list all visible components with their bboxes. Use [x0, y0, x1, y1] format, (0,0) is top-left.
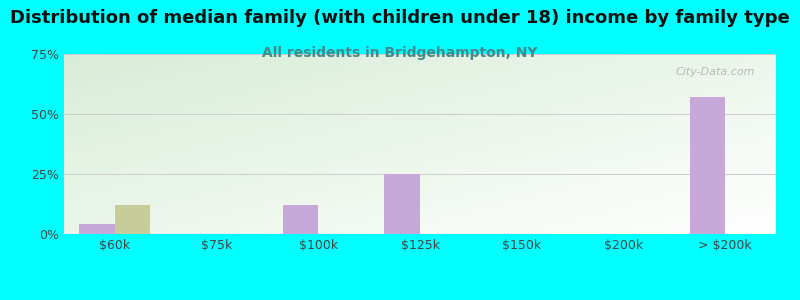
Text: All residents in Bridgehampton, NY: All residents in Bridgehampton, NY	[262, 46, 538, 61]
Text: Distribution of median family (with children under 18) income by family type: Distribution of median family (with chil…	[10, 9, 790, 27]
Bar	[115, 205, 150, 234]
Bar	[79, 224, 115, 234]
Bar	[282, 205, 318, 234]
Bar	[384, 174, 420, 234]
Bar	[690, 97, 725, 234]
Text: City-Data.com: City-Data.com	[675, 67, 754, 76]
